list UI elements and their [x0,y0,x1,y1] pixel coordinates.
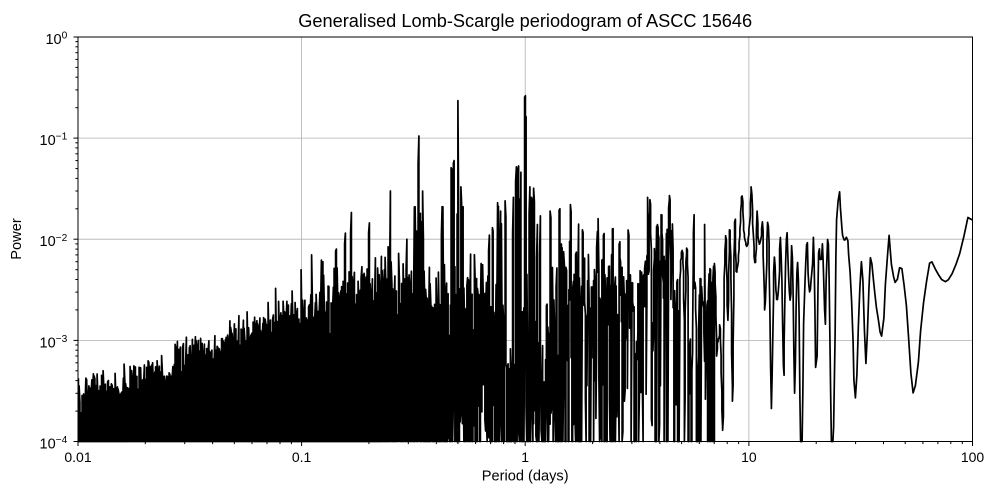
svg-text:0.01: 0.01 [64,449,91,465]
svg-text:Power: Power [9,218,25,260]
svg-text:100: 100 [961,449,985,465]
svg-text:0.1: 0.1 [292,449,312,465]
svg-text:10: 10 [741,449,757,465]
svg-text:Generalised Lomb-Scargle perio: Generalised Lomb-Scargle periodogram of … [298,11,752,31]
svg-text:1: 1 [521,449,529,465]
svg-text:Period (days): Period (days) [482,469,569,485]
